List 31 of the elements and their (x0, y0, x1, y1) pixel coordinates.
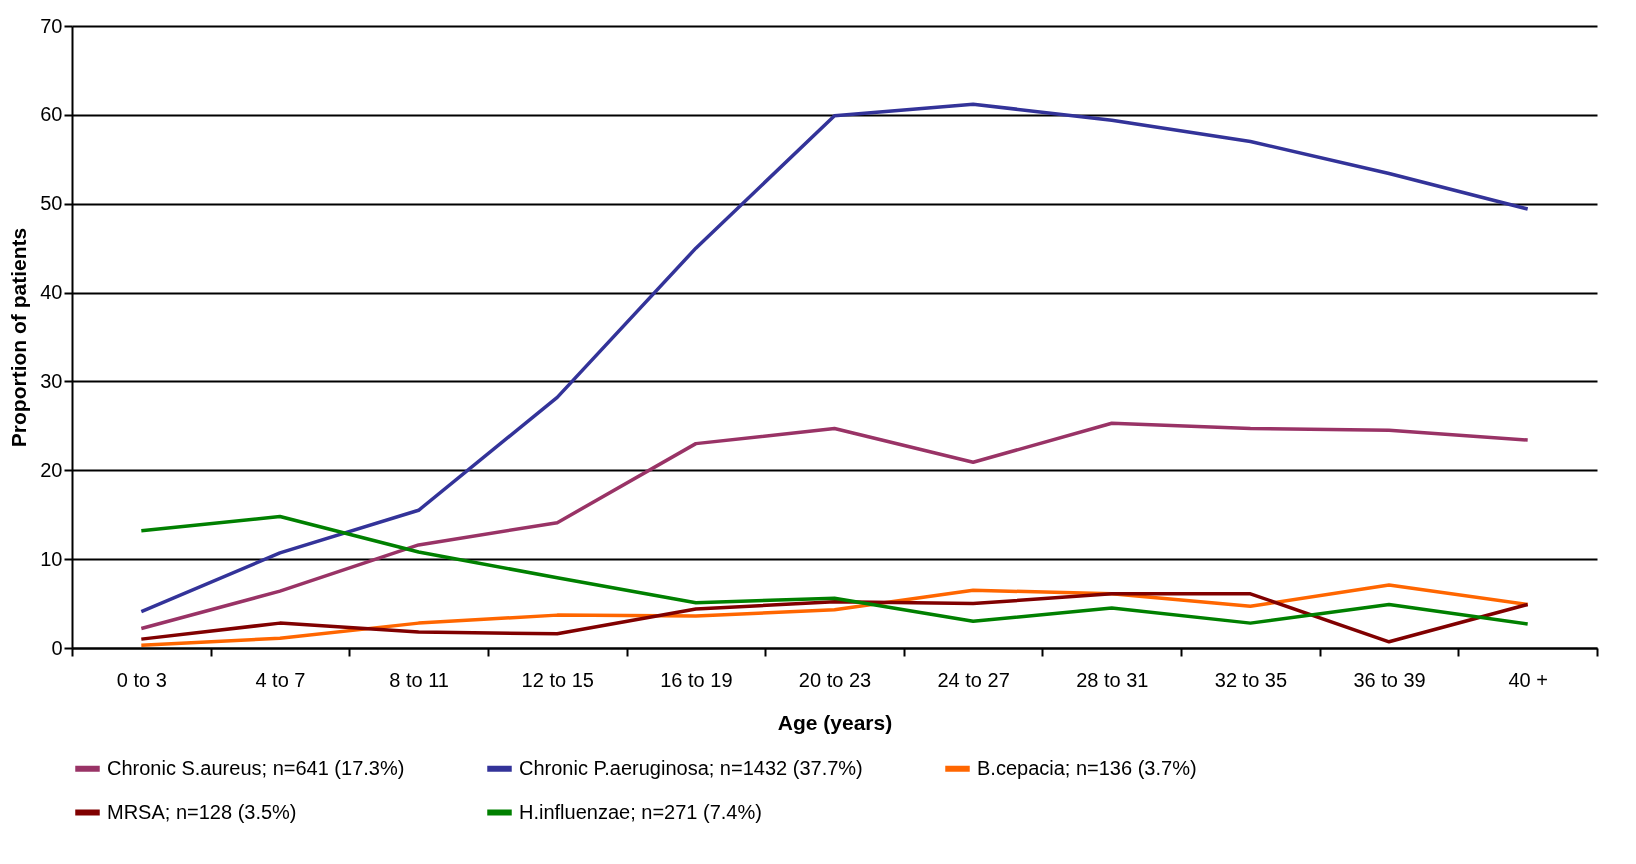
legend-label: Chronic S.aureus; n=641 (17.3%) (107, 756, 405, 779)
y-axis-title: Proportion of patients (7, 227, 31, 448)
y-tick-label: 50 (40, 192, 63, 215)
x-tick-label: 0 to 3 (116, 668, 167, 691)
x-tick-label: 16 to 19 (660, 668, 733, 691)
legend-label: H.influenzae; n=271 (7.4%) (519, 800, 762, 823)
x-tick-label: 24 to 27 (937, 668, 1010, 691)
y-tick-label: 0 (51, 636, 63, 659)
y-tick-label: 30 (40, 369, 63, 392)
line-series (139, 592, 1530, 644)
x-tick-label: 4 to 7 (255, 668, 306, 691)
x-tick-label: 20 to 23 (798, 668, 872, 691)
y-tick-label: 20 (40, 458, 63, 481)
line-series (139, 421, 1530, 631)
x-tick-label: 12 to 15 (521, 668, 594, 691)
x-tick-label: 32 to 35 (1214, 668, 1288, 691)
legend-label: MRSA; n=128 (3.5%) (107, 800, 297, 823)
y-tick-label: 10 (40, 547, 63, 570)
line-series (139, 102, 1530, 614)
x-axis-title: Age (years) (777, 710, 893, 734)
x-tick-label: 8 to 11 (389, 668, 449, 691)
y-tick-label: 40 (40, 281, 63, 304)
y-tick-label: 60 (40, 103, 63, 126)
x-tick-label: 28 to 31 (1076, 668, 1149, 691)
legend-label: Chronic P.aeruginosa; n=1432 (37.7%) (519, 756, 863, 779)
line-series (139, 514, 1530, 626)
legend-label: B.cepacia; n=136 (3.7%) (977, 756, 1197, 779)
line-series (139, 583, 1530, 648)
x-tick-label: 40 + (1508, 668, 1548, 691)
x-tick-label: 36 to 39 (1353, 668, 1426, 691)
y-tick-label: 70 (40, 14, 63, 37)
